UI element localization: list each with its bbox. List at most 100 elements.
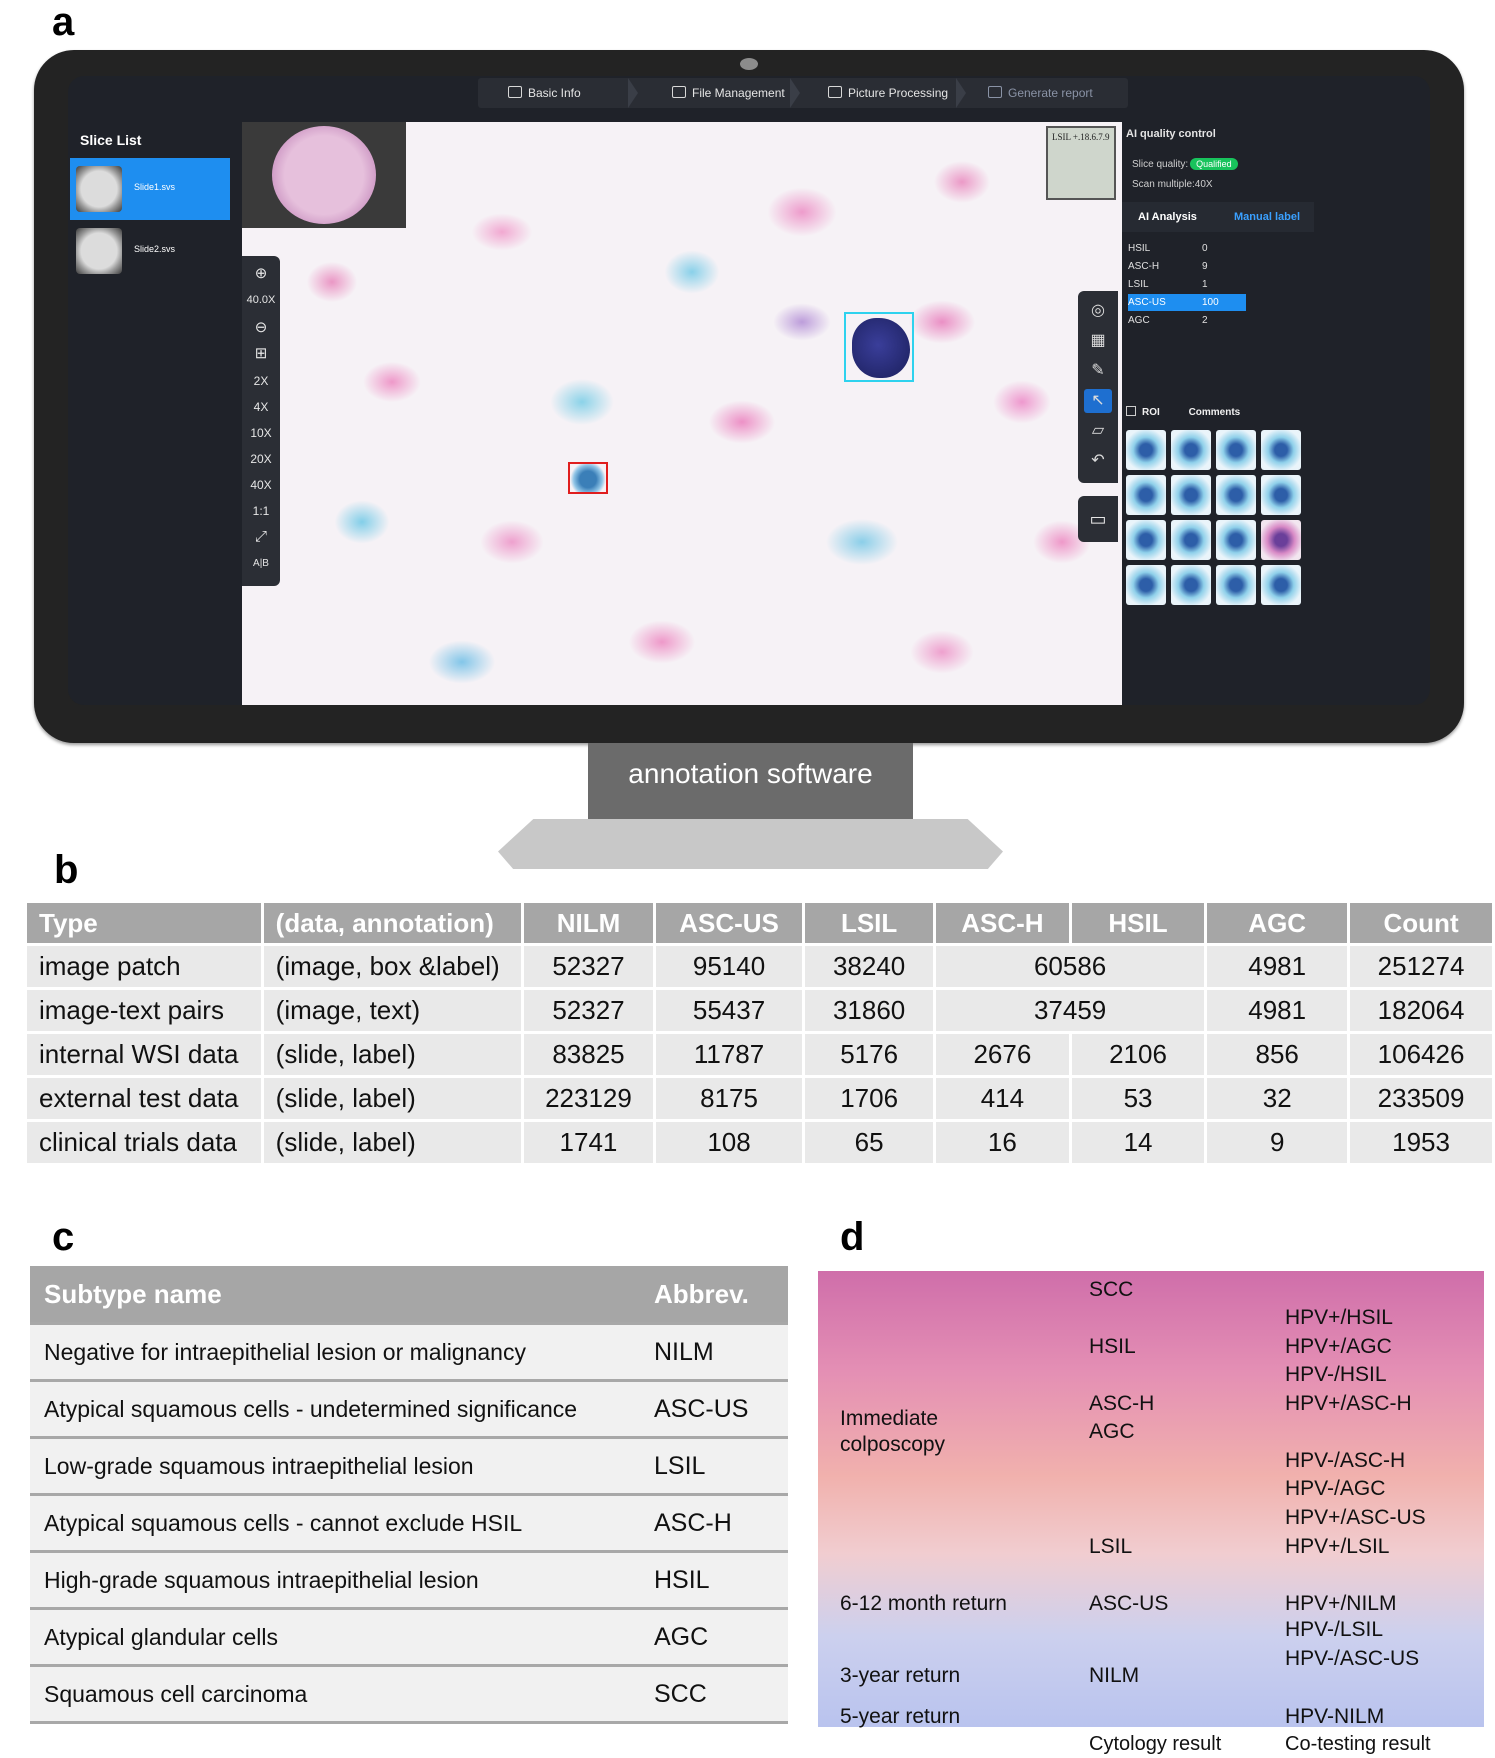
zoom-preset-20x[interactable]: 20X <box>250 452 272 466</box>
fullscreen-icon[interactable]: ⤢ <box>254 528 267 545</box>
cell-agc: 9 <box>1207 1122 1348 1163</box>
action-colposcopy: colposcopy <box>840 1433 946 1456</box>
count-row-ascus[interactable]: ASC-US 100 <box>1128 294 1246 311</box>
roi-checkbox[interactable] <box>1126 406 1136 416</box>
cell-lsil: 31860 <box>805 990 933 1031</box>
cell-type: image-text pairs <box>27 990 261 1031</box>
cell-nilm: 52327 <box>524 990 653 1031</box>
cell-thumbnail[interactable] <box>1216 430 1256 470</box>
cell-thumbnail[interactable] <box>1261 430 1301 470</box>
comments-label[interactable]: Comments <box>1188 407 1241 418</box>
analysis-tabs: AI Analysis Manual label <box>1122 202 1314 232</box>
annotation-box-cyan[interactable] <box>844 312 914 382</box>
column-header: Subtype name <box>30 1266 640 1324</box>
report-icon <box>988 86 1002 98</box>
slice-name: Slide2.svs <box>134 244 176 254</box>
cell-asch-hsil: 37459 <box>936 990 1205 1031</box>
cell-nilm: 223129 <box>524 1078 653 1119</box>
panel-letter-c: c <box>52 1215 75 1259</box>
count-row-hsil[interactable]: HSIL 0 <box>1128 240 1246 257</box>
count-row-lsil[interactable]: LSIL 1 <box>1128 276 1246 293</box>
table-row: clinical trials data (slide, label) 1741… <box>27 1122 1492 1163</box>
cell-agc: 4981 <box>1207 946 1348 987</box>
cell-thumbnail[interactable] <box>1126 565 1166 605</box>
cell-thumbnail[interactable] <box>1216 565 1256 605</box>
cell-lsil: 65 <box>805 1122 933 1163</box>
slice-item-slide1[interactable]: Slide1.svs <box>70 158 230 220</box>
annotation-toolbar: ◎ ▦ ✎ ↖ ▱ ↶ <box>1078 291 1118 483</box>
slice-item-slide2[interactable]: Slide2.svs <box>70 220 230 282</box>
fit-screen-icon[interactable]: ⊞ <box>254 345 268 362</box>
zoom-level: 40.0X <box>246 294 276 306</box>
subtype-abbrev: AGC <box>640 1607 788 1666</box>
tab-ai-analysis[interactable]: AI Analysis <box>1138 211 1197 223</box>
cell-thumbnail[interactable] <box>1126 475 1166 515</box>
cotest-hpvpos-nilm: HPV+/NILM <box>1285 1592 1397 1615</box>
tab-manual-label[interactable]: Manual label <box>1234 211 1301 223</box>
cell-thumbnail[interactable] <box>1171 565 1211 605</box>
cell-count: 233509 <box>1350 1078 1492 1119</box>
count-label: LSIL <box>1128 279 1149 290</box>
ruler-icon[interactable]: ▱ <box>1091 422 1105 439</box>
select-region-icon[interactable]: ▦ <box>1090 332 1106 349</box>
cell-ascus: 8175 <box>655 1078 803 1119</box>
table-row: image-text pairs (image, text) 52327 554… <box>27 990 1492 1031</box>
annotation-box-red[interactable] <box>568 462 608 494</box>
pointer-icon[interactable]: ↖ <box>1084 389 1112 413</box>
brush-icon[interactable]: ✎ <box>1091 362 1105 379</box>
subtype-name: Atypical glandular cells <box>30 1607 640 1666</box>
table-row: internal WSI data (slide, label) 83825 1… <box>27 1034 1492 1075</box>
undo-icon[interactable]: ↶ <box>1091 452 1105 469</box>
cell-thumbnail[interactable] <box>1261 475 1301 515</box>
zoom-preset-2x[interactable]: 2X <box>253 374 269 388</box>
cell-agc: 4981 <box>1207 990 1348 1031</box>
zoom-in-icon[interactable]: ⊕ <box>254 265 268 282</box>
folder-icon[interactable]: ▭ <box>1078 496 1118 542</box>
cell-thumbnail[interactable] <box>1216 520 1256 560</box>
cell-lsil: 38240 <box>805 946 933 987</box>
cell-thumbnail[interactable] <box>1126 430 1166 470</box>
zoom-out-icon[interactable]: ⊖ <box>254 319 268 336</box>
zoom-preset-1-1[interactable]: 1:1 <box>252 504 270 518</box>
cotest-hpvpos-hsil: HPV+/HSIL <box>1285 1306 1393 1329</box>
step-separator <box>628 78 638 108</box>
cell-type: internal WSI data <box>27 1034 261 1075</box>
cell-thumbnail[interactable] <box>1261 520 1301 560</box>
hide-eye-icon[interactable]: ◎ <box>1091 302 1105 319</box>
subtype-name: Low-grade squamous intraepithelial lesio… <box>30 1436 640 1495</box>
cell-thumbnail[interactable] <box>1216 475 1256 515</box>
cell-thumbnail[interactable] <box>1171 475 1211 515</box>
table-row: Low-grade squamous intraepithelial lesio… <box>30 1436 788 1495</box>
cell-lsil: 1706 <box>805 1078 933 1119</box>
zoom-preset-40x[interactable]: 40X <box>250 478 272 492</box>
step-generate-report[interactable]: Generate report <box>988 78 1093 108</box>
step-label: File Management <box>692 86 785 100</box>
slide-viewer[interactable]: LSIL +.18.6.7.9 <box>242 122 1122 705</box>
roi-label: ROI <box>1142 407 1160 418</box>
cell-nilm: 1741 <box>524 1122 653 1163</box>
compare-icon[interactable]: A|B <box>253 558 269 569</box>
zoom-preset-4x[interactable]: 4X <box>253 400 269 414</box>
cotest-hpvneg-lsil: HPV-/LSIL <box>1285 1618 1384 1641</box>
count-row-agc[interactable]: AGC 2 <box>1128 312 1246 329</box>
cytology-result-label: Cytology result <box>1089 1733 1222 1755</box>
step-basic-info[interactable]: Basic Info <box>508 78 581 108</box>
cell-annotation: (slide, label) <box>263 1078 522 1119</box>
step-file-management[interactable]: File Management <box>672 78 785 108</box>
cotest-hpvneg-agc: HPV-/AGC <box>1285 1477 1386 1500</box>
cell-thumbnail[interactable] <box>1261 565 1301 605</box>
count-row-asch[interactable]: ASC-H 9 <box>1128 258 1246 275</box>
monitor-caption: annotation software <box>588 743 913 819</box>
cell-ascus: 55437 <box>655 990 803 1031</box>
overview-slide-disc <box>272 126 376 224</box>
step-picture-processing[interactable]: Picture Processing <box>828 78 948 108</box>
cell-thumbnail[interactable] <box>1171 520 1211 560</box>
overview-minimap[interactable] <box>242 122 406 228</box>
subtype-name: Negative for intraepithelial lesion or m… <box>30 1322 640 1381</box>
zoom-preset-10x[interactable]: 10X <box>250 426 272 440</box>
cotest-hpvneg-ascus: HPV-/ASC-US <box>1285 1647 1420 1670</box>
cell-thumbnail[interactable] <box>1171 430 1211 470</box>
count-value: 0 <box>1202 243 1208 254</box>
cell-thumbnail[interactable] <box>1126 520 1166 560</box>
cell-lsil: 5176 <box>805 1034 933 1075</box>
